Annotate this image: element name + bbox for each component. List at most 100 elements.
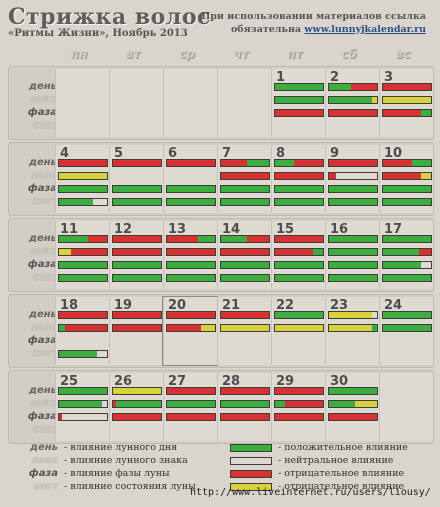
week-row: день знак фаза сост 11 12 13 14 15 16 17 [8, 218, 434, 292]
bar-segment [383, 312, 431, 318]
row-label: знак [30, 170, 57, 181]
influence-bar-день [112, 159, 162, 167]
day-cell[interactable]: 13 [163, 221, 217, 289]
week-row: день знак фаза сост 25 26 27 28 29 30 [8, 370, 434, 444]
bar-segment [167, 325, 201, 331]
influence-bar-день [382, 235, 432, 243]
influence-bar-фаза [112, 413, 162, 421]
day-number: 16 [330, 222, 349, 237]
day-cell[interactable]: 26 [109, 373, 163, 441]
day-cell[interactable]: 23 [325, 297, 379, 365]
influence-bar-сост [58, 274, 108, 282]
day-cell[interactable]: 15 [271, 221, 325, 289]
bar-segment [113, 262, 161, 268]
day-cell[interactable]: 21 [217, 297, 271, 365]
day-cell[interactable]: 22 [271, 297, 325, 365]
day-cell[interactable]: 9 [325, 145, 379, 213]
bar-segment [59, 173, 107, 179]
day-cell[interactable]: 7 [217, 145, 271, 213]
site-link[interactable]: www.lunnyjkalendar.ru [304, 24, 426, 35]
day-cell[interactable]: 3 [379, 69, 433, 137]
day-cell[interactable]: 20 [162, 296, 218, 366]
legend-label: знак [31, 455, 58, 466]
influence-bar-сост [166, 198, 216, 206]
weekday-4: пт [287, 47, 303, 61]
day-number: 22 [276, 298, 295, 313]
influence-bar-сост [274, 274, 324, 282]
influence-bar-фаза [328, 261, 378, 269]
bar-segment [383, 84, 431, 90]
bar-segment [294, 160, 323, 166]
day-number: 27 [168, 374, 187, 389]
empty-cell [379, 373, 433, 441]
day-cell[interactable]: 8 [271, 145, 325, 213]
empty-cell [55, 69, 109, 137]
empty-cell [109, 69, 163, 137]
row-label: фаза [27, 259, 57, 270]
day-cell[interactable]: 28 [217, 373, 271, 441]
bar-segment [167, 249, 215, 255]
day-cell[interactable]: 14 [217, 221, 271, 289]
bar-segment [59, 312, 107, 318]
day-number: 3 [384, 70, 394, 85]
day-cell[interactable]: 12 [109, 221, 163, 289]
weekday-0: пн [70, 47, 88, 61]
influence-bar-день [112, 387, 162, 395]
day-cell[interactable]: 1 [271, 69, 325, 137]
bar-segment [167, 312, 215, 318]
day-cell[interactable]: 6 [163, 145, 217, 213]
influence-bar-знак [58, 400, 108, 408]
day-cell[interactable]: 19 [109, 297, 163, 365]
bar-segment [167, 160, 215, 166]
day-cell[interactable]: 29 [271, 373, 325, 441]
day-cell[interactable]: 25 [55, 373, 109, 441]
row-label: фаза [27, 335, 57, 346]
bar-segment [167, 401, 215, 407]
empty-cell [217, 69, 271, 137]
bar-segment [329, 249, 377, 255]
influence-bar-знак [112, 400, 162, 408]
bar-segment [329, 236, 377, 242]
bar-segment [411, 160, 431, 166]
bar-segment [113, 186, 161, 192]
bar-segment [284, 401, 323, 407]
legend-description: - влияние фазы луны [64, 468, 170, 479]
day-cell[interactable]: 10 [379, 145, 433, 213]
day-cell[interactable]: 4 [55, 145, 109, 213]
influence-bar-фаза [58, 261, 108, 269]
day-cell[interactable]: 2 [325, 69, 379, 137]
influence-bar-фаза [166, 185, 216, 193]
bar-segment [275, 110, 323, 116]
bar-segment [221, 275, 269, 281]
weekday-6: вс [395, 47, 411, 61]
influence-bar-день [382, 83, 432, 91]
influence-bar-день [220, 311, 270, 319]
day-cell[interactable]: 27 [163, 373, 217, 441]
day-cell[interactable]: 11 [55, 221, 109, 289]
bar-segment [200, 325, 215, 331]
day-cell[interactable]: 17 [379, 221, 433, 289]
bar-segment [383, 275, 431, 281]
day-cell[interactable]: 16 [325, 221, 379, 289]
day-cell[interactable]: 30 [325, 373, 379, 441]
row-label: знак [30, 398, 57, 409]
influence-bar-сост [58, 198, 108, 206]
weekday-1: вт [125, 47, 141, 61]
influence-bar-знак [328, 324, 378, 332]
bar-segment [421, 173, 431, 179]
influence-bar-фаза [328, 185, 378, 193]
bar-segment [221, 262, 269, 268]
bar-segment [383, 186, 431, 192]
bar-segment [59, 249, 71, 255]
row-label: сост [32, 272, 57, 283]
week-row: день знак фаза сост 1 2 3 [8, 66, 434, 140]
day-cell[interactable]: 5 [109, 145, 163, 213]
day-cell[interactable]: 24 [379, 297, 433, 365]
bar-segment [383, 249, 419, 255]
day-number: 26 [114, 374, 133, 389]
influence-bar-фаза [58, 413, 108, 421]
day-cell[interactable]: 18 [55, 297, 109, 365]
day-number: 2 [330, 70, 340, 85]
influence-bar-фаза [274, 185, 324, 193]
watermark[interactable]: http://www.liveinternet.ru/users/liousy/ [190, 487, 431, 498]
